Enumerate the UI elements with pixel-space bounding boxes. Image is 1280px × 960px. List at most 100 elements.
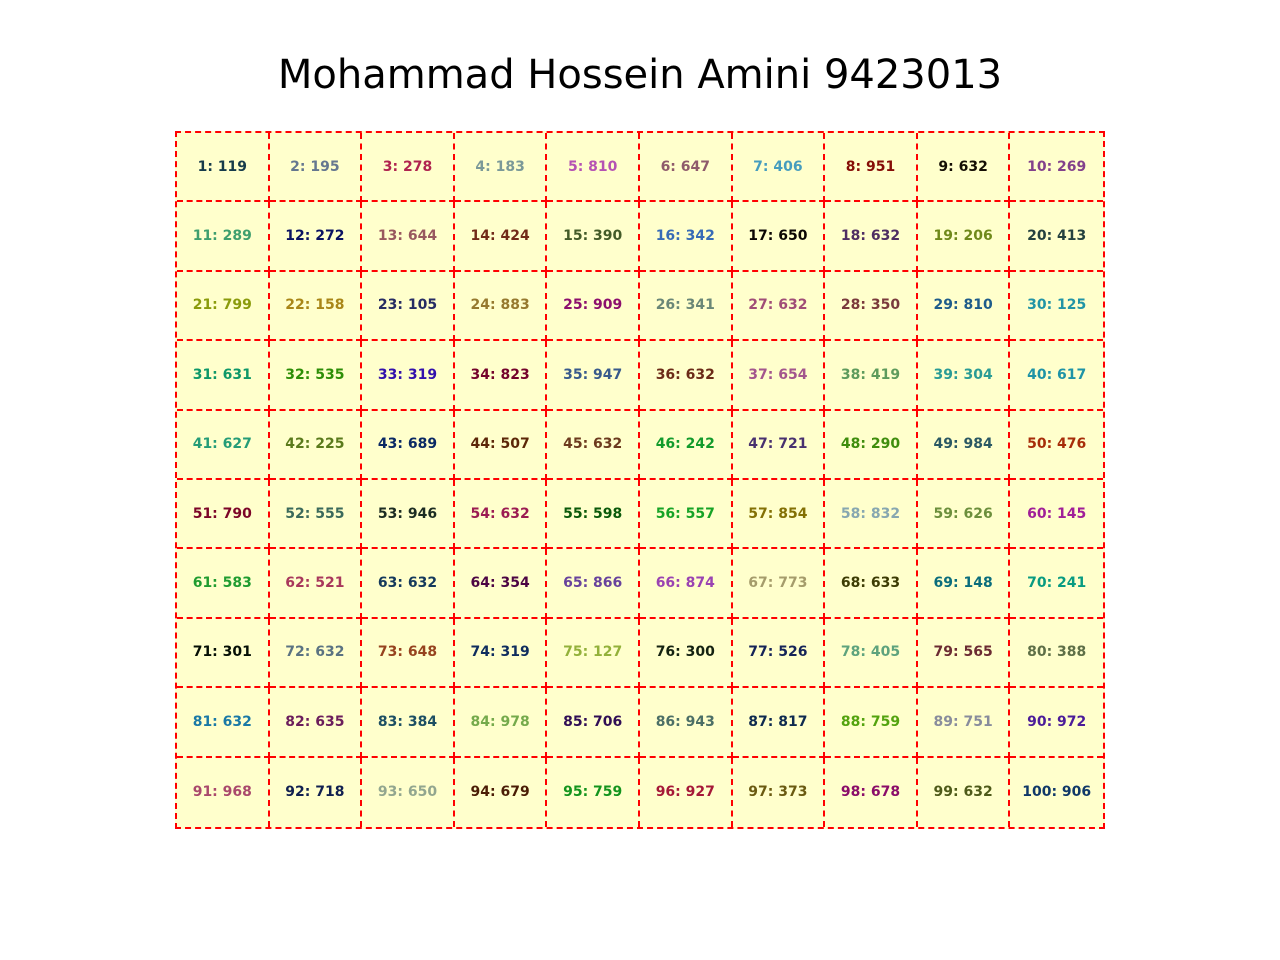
grid-cell: 68: 633 [825,549,918,619]
grid-cell: 57: 854 [732,480,826,550]
grid-cell: 89: 751 [917,688,1011,758]
grid-cell: 88: 759 [825,688,918,758]
grid-cell: 49: 984 [917,410,1011,480]
grid-cell: 7: 406 [732,133,826,203]
grid-cell: 12: 272 [269,202,363,272]
grid-cell: 67: 773 [732,549,826,619]
grid-cell: 95: 759 [547,757,640,827]
grid-cell: 16: 342 [639,202,733,272]
grid-cell: 97: 373 [733,757,826,827]
grid-cell: 52: 555 [269,480,363,550]
grid-cell: 34: 823 [454,341,548,411]
grid-cell: 1: 119 [177,133,270,203]
grid-cell: 17: 650 [732,202,826,272]
number-grid-table: 1: 119 2: 195 3: 278 4: 183 5: 810 6: 647 7: 4… [175,131,1105,829]
grid-cell: 83: 384 [362,688,455,758]
grid-cell: 39: 304 [917,341,1011,411]
grid-cell: 28: 350 [825,271,918,342]
chart-title: Mohammad Hossein Amini 9423013 [277,52,1003,98]
grid-cell: 31: 631 [177,341,270,411]
grid-cell: 100: 906 [1022,784,1092,801]
grid-cell: 50: 476 [1010,411,1103,480]
grid-cell: 33: 319 [362,341,455,411]
grid-cell: 25: 909 [547,271,640,342]
grid-cell: 96: 927 [640,757,733,827]
grid-cell: 92: 718 [270,757,363,827]
grid-cell: 81: 632 [177,688,270,758]
grid-cell: 74: 319 [454,618,548,689]
grid-cell: 36: 632 [639,341,733,411]
grid-cell: 98: 678 [825,757,918,827]
grid-cell: 69: 148 [917,549,1011,619]
grid-cell: 21: 799 [177,271,270,342]
grid-cell: 87: 817 [732,688,826,758]
grid-cell: 35: 947 [547,341,640,411]
grid-cell: 84: 978 [454,688,548,758]
grid-cell: 22: 158 [269,271,363,342]
grid-cell: 99: 632 [918,757,1011,827]
grid-cell: 94: 679 [455,757,548,827]
grid-cell: 78: 405 [825,618,918,689]
grid-cell: 80: 388 [1010,619,1103,689]
grid-cell: 62: 521 [269,549,363,619]
grid-cell: 11: 289 [177,202,270,272]
grid-cell: 29: 810 [917,271,1011,342]
grid-cell: 48: 290 [825,410,918,480]
grid-cell: 72: 632 [269,618,363,689]
grid-cell: 64: 354 [454,549,548,619]
grid-cell: 79: 565 [917,618,1011,689]
grid-cell: 3: 278 [362,133,455,203]
grid-cell: 73: 648 [362,618,455,689]
grid-cell: 55: 598 [547,480,640,550]
grid-cell: 2: 195 [269,133,363,203]
grid-cell: 10: 269 [1010,133,1103,203]
grid-cell: 26: 341 [639,271,733,342]
grid-cell: 90: 972 [1010,688,1103,758]
grid-cell: 43: 689 [362,410,455,480]
grid-cell: 56: 557 [639,480,733,550]
grid-cell: 54: 632 [454,480,548,550]
grid-cell: 63: 632 [362,549,455,619]
grid-cell: 85: 706 [547,688,640,758]
grid-cell: 70: 241 [1010,549,1103,619]
grid-cell: 47: 721 [732,410,826,480]
grid-cell: 46: 242 [639,410,733,480]
grid-cell: 4: 183 [454,133,548,203]
grid-cell: 91: 968 [177,757,270,827]
grid-cell: 20: 413 [1010,202,1103,272]
grid-cell: 5: 810 [547,133,640,203]
grid-cell: 61: 583 [177,549,270,619]
grid-cell: 23: 105 [362,271,455,342]
grid-cell: 14: 424 [454,202,548,272]
grid-cell: 40: 617 [1010,341,1103,411]
grid-cell: 75: 127 [547,618,640,689]
grid-cell: 24: 883 [454,271,548,342]
grid-cell: 32: 535 [269,341,363,411]
grid-cell: 51: 790 [177,480,270,550]
grid-cell: 58: 832 [825,480,918,550]
grid-cell: 27: 632 [732,271,826,342]
grid-cell: 42: 225 [269,410,363,480]
grid-cell: 71: 301 [177,618,270,689]
grid-cell: 13: 644 [362,202,455,272]
grid-cell: 15: 390 [547,202,640,272]
grid-cell: 6: 647 [639,133,733,203]
grid-cell: 18: 632 [825,202,918,272]
grid-cell: 9: 632 [917,133,1011,203]
grid-cell: 30: 125 [1010,272,1103,342]
grid-cell: 65: 866 [547,549,640,619]
grid-cell: 37: 654 [732,341,826,411]
grid-cell: 77: 526 [732,618,826,689]
grid-cell: 86: 943 [639,688,733,758]
grid-cell: 59: 626 [917,480,1011,550]
grid-cell: 76: 300 [639,618,733,689]
grid-cell: 44: 507 [454,410,548,480]
grid-cell: 53: 946 [362,480,455,550]
grid-cell: 8: 951 [825,133,918,203]
grid-cell: 38: 419 [825,341,918,411]
grid-cell: 93: 650 [362,757,455,827]
grid-cell: 19: 206 [917,202,1011,272]
grid-cell: 82: 635 [269,688,363,758]
grid-cell: 60: 145 [1010,480,1103,550]
grid-cell: 45: 632 [547,410,640,480]
